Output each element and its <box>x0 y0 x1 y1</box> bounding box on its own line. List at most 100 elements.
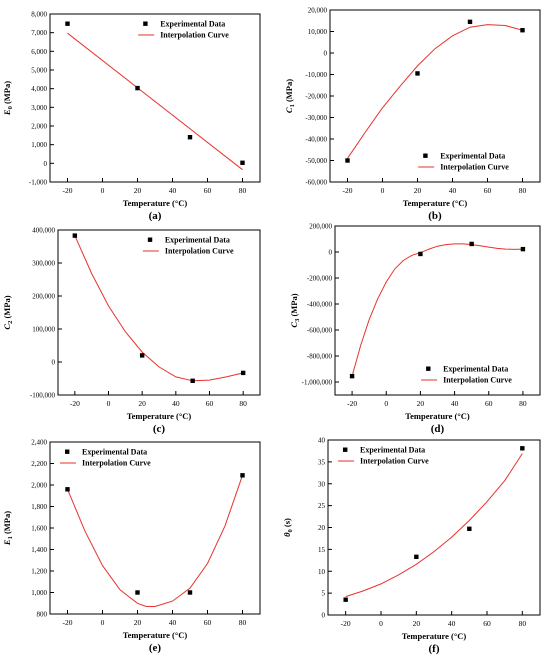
x-tick-label: 60 <box>206 399 214 408</box>
y-axis-label-sub: 2 <box>7 321 14 324</box>
y-axis-label-main: E <box>2 109 12 116</box>
x-tick-label: 40 <box>449 186 457 195</box>
data-point <box>135 590 140 595</box>
x-tick-label: 0 <box>107 399 111 408</box>
y-tick-label: 10 <box>318 568 326 576</box>
legend-marker <box>65 449 70 454</box>
y-axis-label-sub: 1 <box>7 536 14 539</box>
y-tick-label: -50,000 <box>305 157 327 165</box>
y-axis-label-sub: 0 <box>287 529 294 532</box>
data-point <box>349 373 355 379</box>
y-tick-label: 5,000 <box>31 67 47 75</box>
y-tick-label: 0 <box>329 249 333 257</box>
x-axis-label: Temperature (°C) <box>123 630 188 640</box>
legend: Experimental Data Interpolation Curve <box>60 448 151 468</box>
y-tick-label: 5 <box>322 590 326 598</box>
data-point <box>469 241 474 247</box>
x-tick-label: -20 <box>70 399 80 408</box>
y-tick-label: 2,000 <box>31 482 47 490</box>
y-tick-label: 1,000 <box>31 141 47 149</box>
legend-marker <box>143 21 148 26</box>
y-tick-label: -100,000 <box>30 392 56 400</box>
x-tick-label: 0 <box>101 186 105 195</box>
y-tick-label: 15 <box>318 546 326 554</box>
x-tick-label: 20 <box>134 186 142 195</box>
y-axis-label-main: C <box>289 322 299 328</box>
data-point <box>187 135 193 140</box>
legend-marker <box>147 237 153 242</box>
interpolation-curve <box>345 453 523 598</box>
x-axis-label: Temperature (°C) <box>402 631 467 641</box>
y-tick-label: 6,000 <box>31 48 47 56</box>
y-axis-label-unit: (MPa) <box>2 511 12 536</box>
y-axis-label-unit: (s) <box>282 518 292 529</box>
x-axis-label: Temperature (°C) <box>405 411 470 421</box>
x-tick-label: 0 <box>381 186 385 195</box>
panel-label: (a) <box>149 210 162 222</box>
x-tick-label: 80 <box>519 399 527 408</box>
plot-frame <box>49 13 261 183</box>
data-point <box>345 158 350 163</box>
y-tick-label: 3,000 <box>31 104 47 112</box>
x-tick-label: 40 <box>169 618 177 627</box>
x-tick-label: 80 <box>239 399 247 408</box>
x-tick-label: 20 <box>414 186 422 195</box>
y-tick-label: 200,000 <box>309 223 332 231</box>
data-point <box>72 233 78 238</box>
y-axis-label-unit: (MPa) <box>2 81 12 106</box>
x-tick-label: -20 <box>343 186 353 195</box>
y-axis-label: C3 (MPa) <box>289 293 301 327</box>
legend-marker <box>423 153 428 158</box>
x-tick-label: 40 <box>169 186 177 195</box>
x-tick-label: 60 <box>485 399 493 408</box>
panel-label: (c) <box>153 423 166 435</box>
data-point <box>240 473 245 478</box>
legend: Experimental Data Interpolation Curve <box>418 152 509 172</box>
y-tick-label: 2,400 <box>31 439 47 447</box>
interpolation-curve <box>67 32 243 171</box>
x-tick-label: 80 <box>519 186 527 195</box>
data-point <box>240 160 245 165</box>
data-point <box>343 597 348 602</box>
panel-label: (f) <box>429 643 440 655</box>
x-axis-label: Temperature (°C) <box>127 411 192 421</box>
y-tick-label: -200,000 <box>307 275 333 283</box>
y-axis-label: E1 (MPa) <box>2 511 14 546</box>
data-point <box>65 487 70 492</box>
x-tick-label: -20 <box>341 619 351 628</box>
y-tick-label: 0 <box>322 612 326 620</box>
interpolation-curve <box>347 24 523 159</box>
panel-4: -20 0 20 40 60 80 -1,000,000 -800,000 -600,000 -4… <box>289 223 541 435</box>
y-tick-label: 7,000 <box>31 29 47 37</box>
x-tick-label: 20 <box>134 618 142 627</box>
y-tick-label: -10,000 <box>305 71 327 79</box>
x-tick-label: 40 <box>448 619 456 628</box>
y-axis-label: E0 (MPa) <box>2 81 14 116</box>
panel-1: -20 0 20 40 60 80 -1,000 0 1,000 2,000 3,000 4,000 5… <box>2 11 261 222</box>
legend-label-experimental: Experimental Data <box>443 365 508 374</box>
data-point <box>414 554 419 560</box>
panel-label: (d) <box>431 423 445 435</box>
legend-label-experimental: Experimental Data <box>82 448 147 457</box>
legend-label-interpolation: Interpolation Curve <box>360 457 429 466</box>
x-tick-label: 80 <box>519 619 527 628</box>
y-tick-label: 20,000 <box>308 7 328 15</box>
panel-label: (b) <box>428 210 442 222</box>
y-axis-label: C1 (MPa) <box>284 79 296 113</box>
y-axis-label-main: θ <box>282 532 292 537</box>
x-tick-label: 40 <box>451 399 459 408</box>
y-tick-label: 30 <box>318 480 326 488</box>
plot-frame <box>49 441 261 615</box>
y-axis-label-main: C <box>284 107 294 113</box>
data-point <box>520 28 525 33</box>
y-tick-label: -1,000 <box>29 179 48 187</box>
legend-label-experimental: Experimental Data <box>360 446 425 455</box>
data-point <box>187 590 193 595</box>
y-axis-label-unit: (MPa) <box>289 293 299 318</box>
panel-2: -20 0 20 40 60 80 -60,000 -50,000 -40,000 -30,000… <box>284 7 541 222</box>
y-axis-label-unit: (MPa) <box>2 295 12 320</box>
y-tick-label: 0 <box>324 50 328 58</box>
y-axis-label-sub: 0 <box>7 106 14 109</box>
legend-label-experimental: Experimental Data <box>440 152 505 161</box>
x-axis-label: Temperature (°C) <box>403 198 468 208</box>
